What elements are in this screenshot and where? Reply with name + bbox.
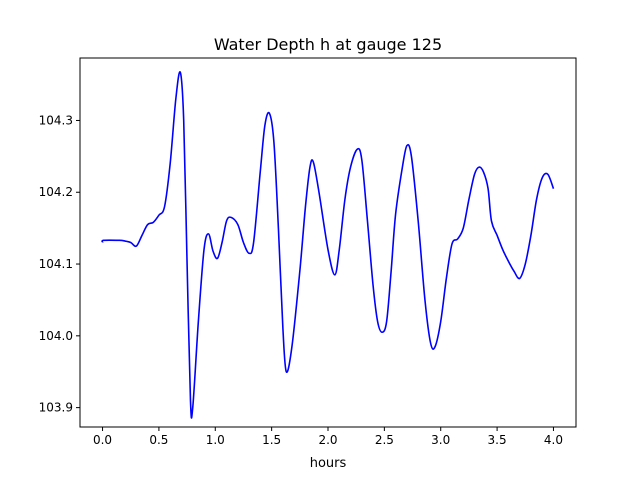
x-tick-label: 0.5	[149, 433, 168, 447]
y-axis-ticks: 103.9 104.0 104.1 104.2 104.3	[39, 113, 80, 415]
x-tick-label: 3.5	[488, 433, 507, 447]
x-tick-label: 1.0	[206, 433, 225, 447]
y-tick-label: 104.3	[39, 113, 73, 127]
x-tick-label: 0.0	[93, 433, 112, 447]
x-tick-label: 4.0	[544, 433, 563, 447]
x-axis-ticks: 0.0 0.5 1.0 1.5 2.0 2.5 3.0 3.5 4.0	[93, 427, 563, 447]
y-tick-label: 104.1	[39, 257, 73, 271]
axes-frame	[79, 57, 577, 428]
x-tick-label: 2.5	[375, 433, 394, 447]
y-tick-label: 103.9	[39, 401, 73, 415]
x-tick-label: 3.0	[431, 433, 450, 447]
y-tick-label: 104.2	[39, 185, 73, 199]
y-tick-label: 104.0	[39, 329, 73, 343]
series-line-0	[101, 71, 555, 419]
chart-title: Water Depth h at gauge 125	[214, 35, 442, 54]
plot-area	[101, 71, 555, 419]
x-tick-label: 2.0	[318, 433, 337, 447]
x-axis-label: hours	[310, 456, 347, 471]
x-tick-label: 1.5	[262, 433, 281, 447]
